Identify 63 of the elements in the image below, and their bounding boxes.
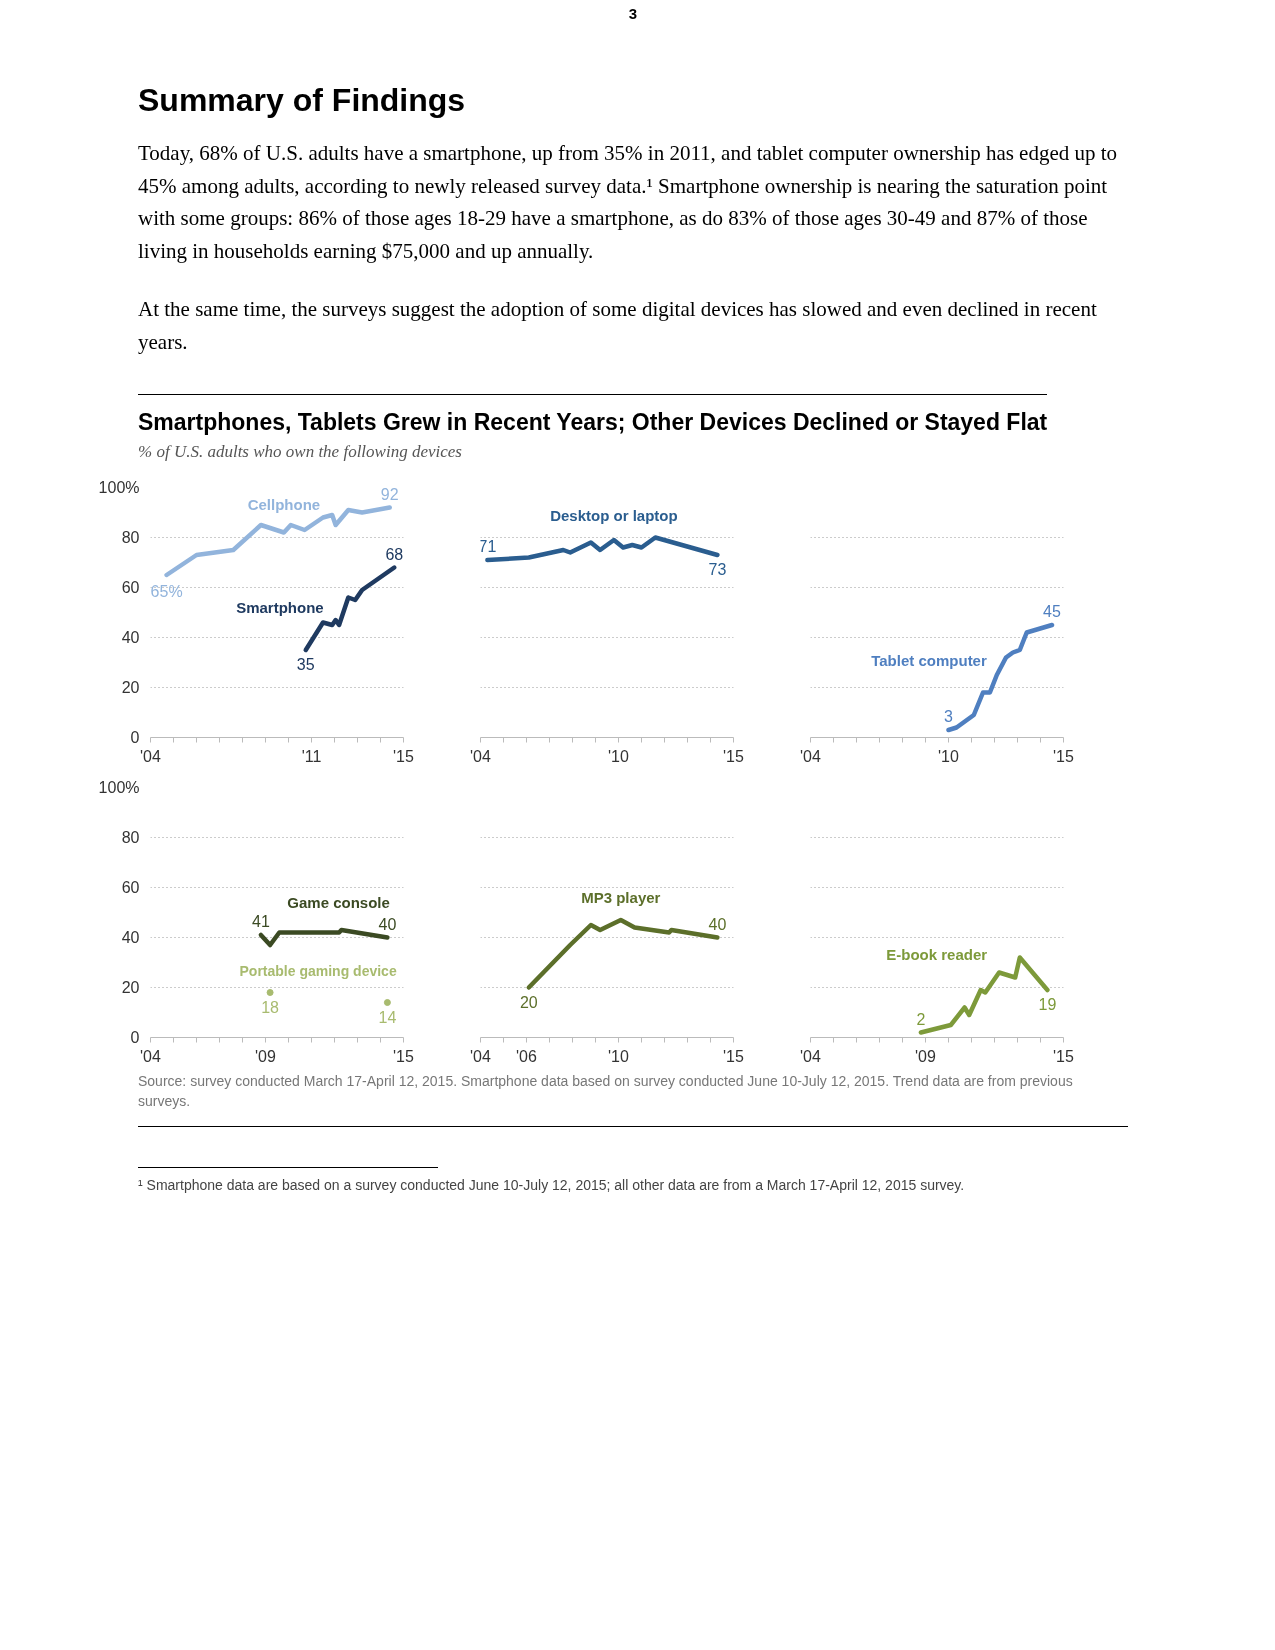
y-tick-label: 0 xyxy=(130,1029,140,1047)
x-tick-label: '04 xyxy=(140,747,162,765)
x-tick-label: '15 xyxy=(393,747,415,765)
x-tick-label: '04 xyxy=(140,1047,162,1065)
x-tick-label: '04 xyxy=(800,1047,822,1065)
series-label: Game console xyxy=(287,893,390,911)
series-label: Cellphone xyxy=(247,495,321,513)
x-tick-label: '09 xyxy=(915,1047,937,1065)
data-label: 40 xyxy=(378,915,397,933)
y-tick-label: 60 xyxy=(121,579,140,597)
x-tick-label: '09 xyxy=(255,1047,277,1065)
x-tick-label: '06 xyxy=(516,1047,538,1065)
x-tick-label: '10 xyxy=(608,747,630,765)
y-tick-label: 20 xyxy=(121,679,140,697)
y-tick-label: 80 xyxy=(121,829,140,847)
data-label: 19 xyxy=(1038,996,1057,1014)
x-tick-label: '15 xyxy=(1053,747,1075,765)
x-tick-label: '10 xyxy=(608,1047,630,1065)
x-tick-label: '15 xyxy=(723,1047,745,1065)
y-tick-label: 20 xyxy=(121,979,140,997)
y-tick-label: 100% xyxy=(98,779,140,797)
x-tick-label: '11 xyxy=(301,747,322,765)
data-label: 92 xyxy=(380,485,399,503)
source-note: Source: survey conducted March 17-April 12, 2015. Smartphone data based on survey conducted June 10-July 12, 2015. Trend data are from previous surveys. xyxy=(138,1072,1074,1111)
line-series xyxy=(258,928,390,948)
series-label: Portable gaming device xyxy=(239,962,397,979)
data-label: 73 xyxy=(708,561,727,579)
x-tick-label: '15 xyxy=(723,747,745,765)
data-label: 45 xyxy=(1043,603,1061,621)
data-label: 65% xyxy=(150,583,183,601)
data-label: 2 xyxy=(916,1010,926,1028)
x-tick-label: '04 xyxy=(800,747,822,765)
series-label: E-book reader xyxy=(886,945,988,963)
x-tick-label: '04 xyxy=(470,747,492,765)
text: At the same time, the surveys suggest the adoption of some digital devices has slowed and even declined in recent years. xyxy=(138,296,1098,356)
series-label: Tablet computer xyxy=(871,652,987,670)
series-label: Smartphone xyxy=(236,599,324,617)
x-tick-label: '04 xyxy=(470,1047,492,1065)
x-tick-label: '15 xyxy=(393,1047,415,1065)
y-tick-label: 40 xyxy=(121,629,140,647)
data-label: 41 xyxy=(252,913,270,931)
text: ¹ Smartphone data are based on a survey conducted June 10-July 12, 2015; all other data are from a March 17-April 12, 2015 survey. xyxy=(138,1175,965,1195)
x-tick-label: '15 xyxy=(1053,1047,1075,1065)
series-label: MP3 player xyxy=(581,889,661,907)
y-tick-label: 40 xyxy=(121,929,140,947)
data-label: 20 xyxy=(519,993,538,1011)
y-tick-label: 0 xyxy=(130,729,140,747)
data-label: 68 xyxy=(385,545,404,563)
data-label: 14 xyxy=(378,1008,397,1026)
series-label: Desktop or laptop xyxy=(550,507,678,525)
data-label: 18 xyxy=(261,998,280,1016)
x-tick-label: '10 xyxy=(938,747,960,765)
text: Summary of Findings xyxy=(138,82,467,119)
text: Smartphones, Tablets Grew in Recent Years; Other Devices Declined or Stayed Flat xyxy=(138,394,1048,437)
y-tick-label: 80 xyxy=(121,529,140,547)
text: 3 xyxy=(627,5,639,22)
y-tick-label: 60 xyxy=(121,879,140,897)
data-label: 35 xyxy=(296,656,315,674)
chart-subtitle: % of U.S. adults who own the following devices xyxy=(138,442,463,463)
data-label: 3 xyxy=(944,708,954,726)
text: Today, 68% of U.S. adults have a smartphone, up from 35% in 2011, and tablet computer ownership has edged up to 45% among adults, according to newly released survey data.¹ Smartphone ownership is nearing the saturation point with some groups: 86% of those ages 18-29 have a smartphone, as do 83% of those ages 30-49 and 87% of those living in households earning $75,000 and up annually. xyxy=(138,140,1119,265)
data-label: 40 xyxy=(708,915,727,933)
y-tick-label: 100% xyxy=(98,479,140,497)
